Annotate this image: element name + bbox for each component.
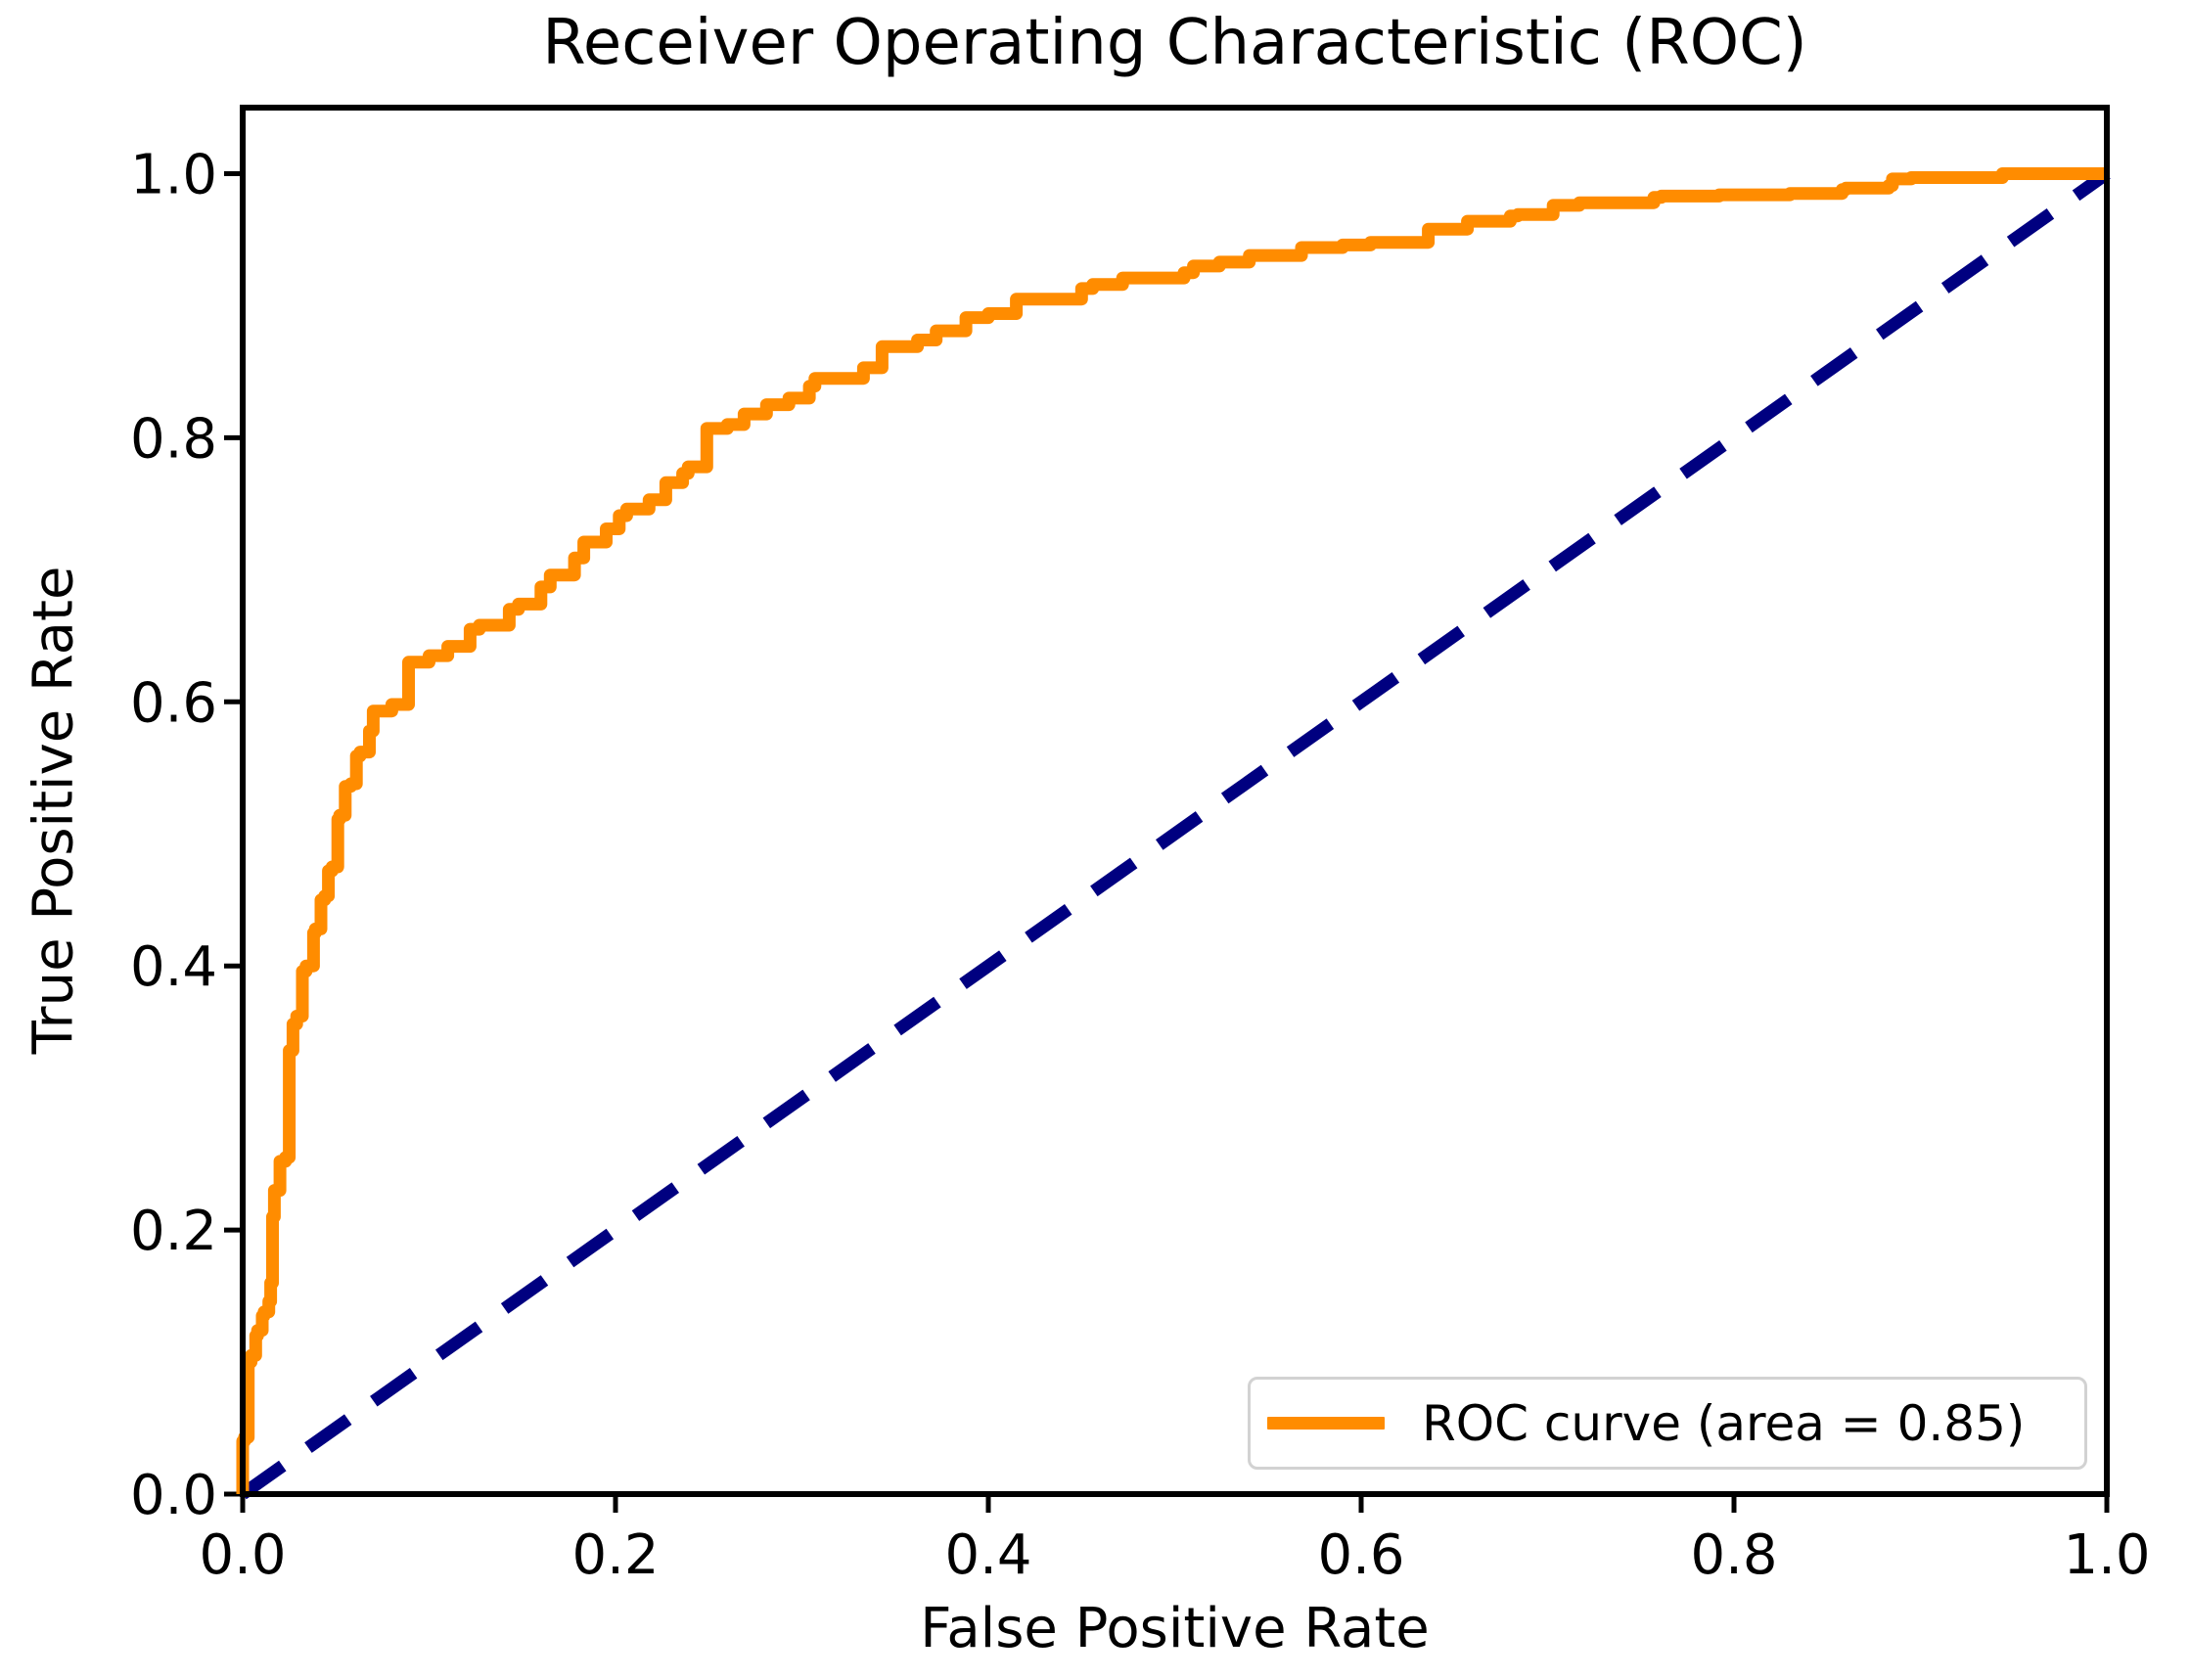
x-tick-label: 1.0 — [2063, 1523, 2150, 1587]
y-axis-label: True Positive Rate — [22, 566, 86, 1055]
legend-entry-label: ROC curve (area = 0.85) — [1422, 1394, 2026, 1452]
tick-marks — [224, 171, 2110, 1513]
legend-line-swatch — [1267, 1417, 1385, 1430]
roc-curve-line — [236, 167, 2107, 1494]
tick-labels: 0.0 0.2 0.4 0.6 0.8 1.0 0.0 0.2 0.4 0.6 0.8 1.0 — [130, 144, 2151, 1588]
legend-box: ROC curve (area = 0.85) — [1248, 1377, 2087, 1470]
y-tick-label: 1.0 — [130, 144, 217, 207]
y-tick-label: 0.2 — [130, 1200, 217, 1263]
x-tick-label: 0.2 — [571, 1523, 659, 1587]
chance-diagonal-line — [239, 168, 2111, 1500]
plot-border — [240, 105, 2110, 1497]
x-tick-label: 0.4 — [944, 1523, 1031, 1587]
x-axis-label: False Positive Rate — [920, 1597, 1430, 1660]
x-tick-label: 0.8 — [1690, 1523, 1777, 1587]
y-tick-label: 0.4 — [130, 935, 217, 999]
y-tick-label: 0.6 — [130, 671, 217, 735]
y-tick-label: 0.8 — [130, 407, 217, 471]
x-tick-label: 0.0 — [199, 1523, 286, 1587]
x-tick-label: 0.6 — [1317, 1523, 1404, 1587]
y-tick-label: 0.0 — [130, 1464, 217, 1527]
chart-title: Receiver Operating Characteristic (ROC) — [542, 7, 1807, 79]
